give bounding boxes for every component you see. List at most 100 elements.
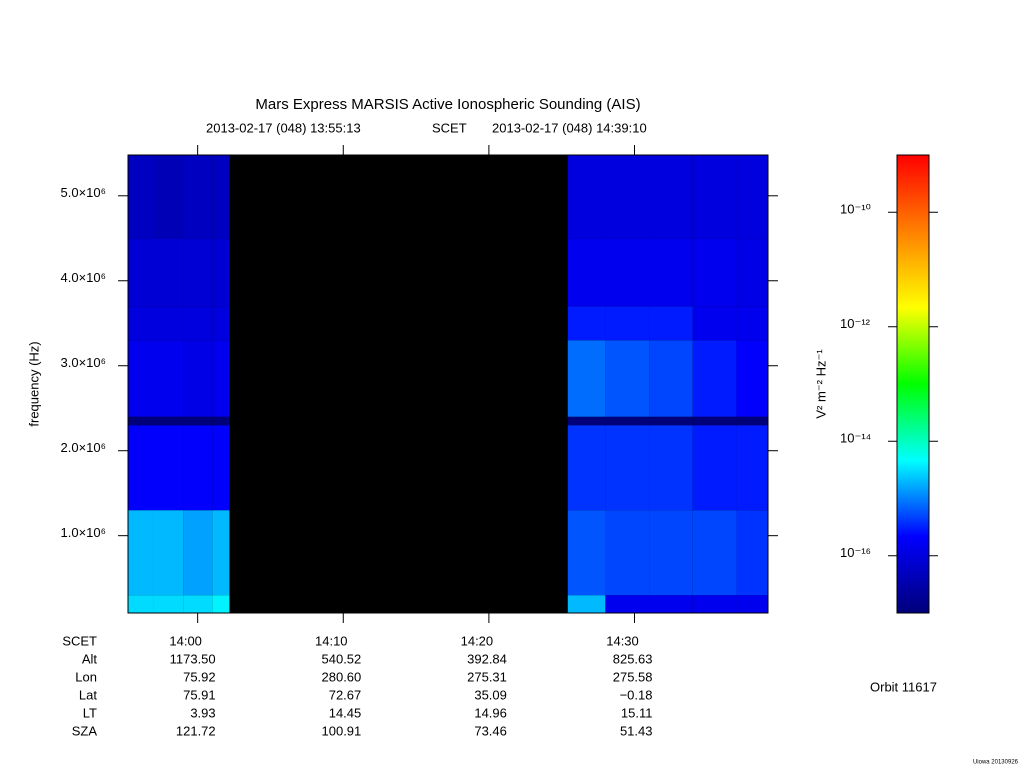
spectrogram-cell — [128, 595, 154, 613]
x-tick-label: 14:00 — [169, 633, 202, 648]
x-tick-label: 14:10 — [315, 633, 348, 648]
spectrogram-cell — [736, 510, 768, 596]
y-tick-label: 5.0×10⁶ — [61, 185, 106, 200]
spectrogram-cell — [153, 510, 184, 596]
plot-frame — [127, 154, 769, 614]
spectrogram-cell — [183, 425, 213, 511]
spectrogram-cell — [183, 306, 213, 341]
start-time: 2013-02-17 (048) 13:55:13 — [206, 120, 361, 135]
spectrogram-cell — [649, 416, 693, 426]
spectrogram-cell — [183, 510, 213, 596]
spectrogram-cell — [153, 238, 184, 307]
ephemeris-value: 275.31 — [467, 669, 507, 684]
spectrogram-cell — [649, 595, 693, 613]
ephemeris-value: 51.43 — [620, 723, 653, 738]
spectrogram-cell — [605, 425, 650, 511]
ephemeris-label: Alt — [82, 651, 98, 666]
spectrogram-cell — [212, 306, 230, 341]
spectrogram-cell — [212, 238, 230, 307]
ephemeris-value: 3.93 — [190, 705, 215, 720]
spectrogram-cell — [736, 416, 768, 426]
ephemeris-label: Lat — [79, 687, 97, 702]
ephemeris-value: 100.91 — [322, 723, 362, 738]
ephemeris-value: 280.60 — [322, 669, 362, 684]
spectrogram-cell — [692, 238, 737, 307]
orbit-label: Orbit 11617 — [870, 679, 937, 694]
ephemeris-value: 540.52 — [322, 651, 362, 666]
spectrogram-cell — [128, 340, 154, 417]
spectrogram-cell — [153, 416, 184, 426]
spectrogram-cell — [212, 425, 230, 511]
ephemeris-label: Lon — [75, 669, 97, 684]
ephemeris-value: 275.58 — [613, 669, 653, 684]
ephemeris-label: LT — [83, 705, 97, 720]
spectrogram-cell — [649, 155, 693, 239]
spectrogram-cell — [605, 155, 650, 239]
spectrogram-cell — [128, 425, 154, 511]
spectrogram-cell — [153, 155, 184, 239]
spectrogram-cell — [153, 306, 184, 341]
spectrogram-cell — [128, 510, 154, 596]
ephemeris-value: 14.45 — [329, 705, 362, 720]
spectrogram-cell — [605, 416, 650, 426]
spectrogram-cell — [649, 340, 693, 417]
spectrogram-cell — [567, 306, 606, 341]
spectrogram-cell — [605, 510, 650, 596]
spectrogram-cell — [212, 595, 230, 613]
spectrogram-cell — [183, 416, 213, 426]
spectrogram-cell — [183, 595, 213, 613]
spectrogram-cell — [153, 340, 184, 417]
spectrogram-cell — [183, 155, 213, 239]
colorbar-tick-label: 10⁻¹⁴ — [840, 431, 871, 446]
colorbar-label: V² m⁻² Hz⁻¹ — [813, 349, 828, 419]
ephemeris-value: 1173.50 — [170, 651, 216, 666]
spectrogram-cell — [212, 510, 230, 596]
ephemeris-value: −0.18 — [620, 687, 653, 702]
spectrogram-cell — [567, 416, 606, 426]
spectrogram-cell — [692, 306, 737, 341]
spectrogram-cell — [692, 416, 737, 426]
footer: Uiowa 20130926 — [973, 760, 1019, 766]
spectrogram-cell — [692, 425, 737, 511]
spectrogram-cell — [567, 155, 606, 239]
ephemeris-value: 75.92 — [183, 669, 216, 684]
spectrogram-cell — [567, 238, 606, 307]
ephemeris-value: 15.11 — [621, 705, 653, 720]
spectrogram-cell — [128, 416, 154, 426]
spectrogram-cell — [128, 155, 154, 239]
spectrogram-cell — [736, 238, 768, 307]
ephemeris-value: 14.96 — [474, 705, 507, 720]
ephemeris-label: SCET — [62, 633, 97, 648]
spectrogram-cell — [128, 238, 154, 307]
time-frame: SCET — [432, 120, 467, 135]
spectrogram-cell — [605, 306, 650, 341]
spectrogram-cell — [128, 306, 154, 341]
y-tick-label: 1.0×10⁶ — [61, 525, 106, 540]
x-tick-label: 14:20 — [461, 633, 494, 648]
spectrogram-cell — [605, 595, 650, 613]
spectrogram-cell — [736, 155, 768, 239]
spectrogram-cell — [692, 155, 737, 239]
spectrogram-cell — [605, 238, 650, 307]
spectrogram-cell — [153, 425, 184, 511]
spectrogram-cell — [605, 340, 650, 417]
spectrogram-cell — [212, 340, 230, 417]
colorbar-tick-label: 10⁻¹⁶ — [840, 545, 871, 560]
spectrogram-cell — [692, 510, 737, 596]
ephemeris-value: 35.09 — [474, 687, 507, 702]
ephemeris-value: 73.46 — [474, 723, 507, 738]
spectrogram-cell — [183, 340, 213, 417]
colorbar-tick-label: 10⁻¹² — [840, 316, 871, 331]
colorbar — [896, 154, 930, 614]
spectrogram-cell — [736, 425, 768, 511]
spectrogram-cell — [567, 510, 606, 596]
y-tick-label: 3.0×10⁶ — [61, 355, 106, 370]
spectrogram-cell — [153, 595, 184, 613]
spectrogram-cell — [736, 340, 768, 417]
y-tick-label: 2.0×10⁶ — [61, 440, 106, 455]
ephemeris-value: 121.72 — [176, 723, 216, 738]
ephemeris-label: SZA — [72, 723, 98, 738]
y-axis-label: frequency (Hz) — [26, 341, 41, 426]
spectrogram-cell — [692, 340, 737, 417]
